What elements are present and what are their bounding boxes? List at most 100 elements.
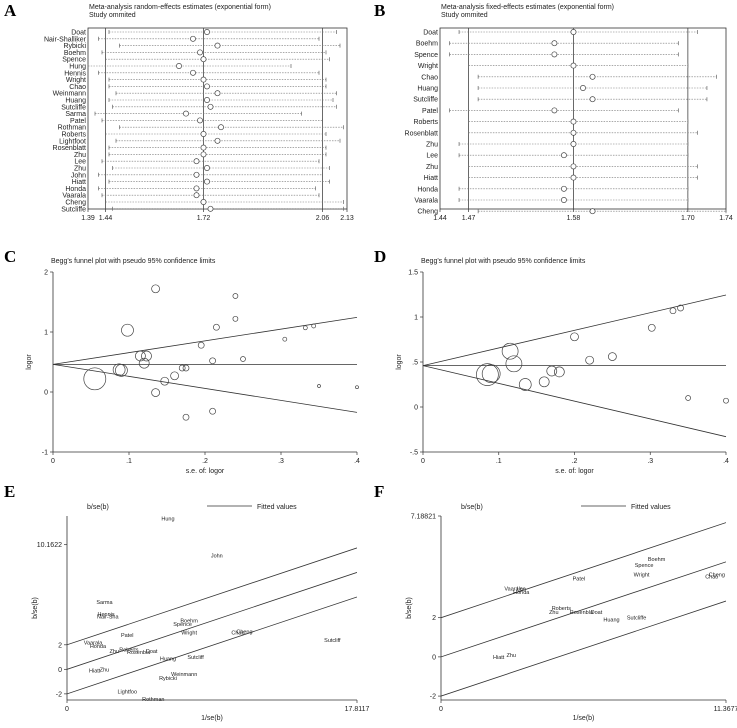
- estimate-point: [570, 29, 577, 35]
- study-label: Hennis: [64, 70, 86, 77]
- study-label: Spence: [62, 57, 86, 64]
- x-axis-label: 1/se(b): [573, 715, 595, 722]
- study-point-label: Hiatt: [89, 669, 101, 675]
- study-label: Roberts: [413, 119, 438, 126]
- estimate-point: [570, 163, 577, 170]
- x-tick-label: .3: [647, 458, 653, 465]
- x-axis-label: s.e. of: logor: [555, 468, 594, 475]
- top-axis-title: b/se(b): [461, 504, 483, 511]
- study-point-label: Rothman: [142, 697, 164, 703]
- estimate-point: [193, 171, 200, 178]
- x-tick-label: 1.58: [567, 215, 581, 222]
- study-label: Honda: [65, 186, 86, 193]
- study-point: [121, 323, 134, 337]
- study-point: [160, 376, 170, 386]
- estimate-point: [197, 117, 203, 124]
- x-tick-label: .3: [278, 458, 284, 465]
- study-point: [213, 323, 220, 331]
- study-point-label: Huang: [603, 618, 619, 624]
- panel-d: D Begg's funnel plot with pseudo 95% con…: [374, 247, 729, 475]
- y-tick-label: 2: [44, 270, 48, 277]
- study-label: Doat: [71, 30, 86, 37]
- fitted-line: [441, 561, 726, 658]
- fitted-line: [67, 572, 357, 670]
- estimate-point: [204, 97, 210, 103]
- x-tick-label: .1: [126, 458, 132, 465]
- x-tick-label: 2.06: [316, 215, 330, 222]
- study-point-label: Hung: [161, 516, 174, 522]
- study-point: [135, 350, 146, 362]
- study-label: Sutcliffe: [61, 206, 86, 213]
- study-point: [355, 385, 359, 390]
- study-point: [209, 407, 216, 415]
- x-tick-label: 1.74: [719, 215, 733, 222]
- study-label: Zhu: [426, 164, 438, 171]
- fitted-line: [67, 596, 357, 695]
- estimate-point: [204, 178, 210, 185]
- study-label: Sutcliffe: [61, 104, 86, 111]
- upper-limit-line: [422, 294, 727, 366]
- y-tick-label: -.5: [410, 450, 418, 457]
- estimate-point: [207, 103, 214, 110]
- study-point: [138, 357, 150, 369]
- panel-a: A Meta-analysis random-effects estimates…: [4, 1, 354, 222]
- x-tick-label: .4: [723, 458, 729, 465]
- study-point: [505, 355, 523, 373]
- y-tick-label: 0: [44, 390, 48, 397]
- estimate-point: [200, 199, 207, 205]
- study-point: [151, 388, 160, 397]
- estimate-point: [218, 124, 224, 131]
- study-point-label: Wright: [181, 631, 197, 637]
- estimate-point: [589, 208, 596, 215]
- study-label: Rosenblatt: [53, 145, 87, 152]
- study-point-label: Zhu: [109, 649, 118, 655]
- x-tick-label: 1.44: [433, 215, 447, 222]
- study-point-label: Doat: [591, 610, 603, 616]
- study-label: Cheng: [417, 209, 438, 216]
- estimate-point: [560, 185, 567, 192]
- y-tick-label: 2: [432, 615, 436, 622]
- study-point: [669, 307, 677, 315]
- estimate-point: [570, 62, 577, 69]
- legend-label: Fitted values: [257, 504, 297, 511]
- lower-limit-line: [422, 365, 727, 438]
- plot-title: Meta-analysis fixed-effects estimates (e…: [441, 4, 614, 11]
- y-tick-label: 10.1622: [37, 542, 62, 549]
- study-point: [585, 355, 595, 365]
- study-label: Huang: [65, 98, 86, 105]
- estimate-point: [570, 174, 577, 181]
- panel-b: B Meta-analysis fixed-effects estimates …: [374, 1, 733, 222]
- x-tick-label: 1.39: [81, 215, 95, 222]
- study-label: Lightfoot: [59, 138, 86, 145]
- panel-label-c: C: [4, 247, 16, 266]
- y-tick-label: 1: [44, 330, 48, 337]
- study-point: [647, 323, 656, 332]
- study-point-label: Chao: [705, 575, 718, 581]
- study-label: Vaarala: [414, 198, 438, 205]
- study-label: Chao: [69, 84, 86, 91]
- study-label: Honda: [417, 186, 438, 193]
- study-point-label: Zhu: [506, 653, 515, 659]
- estimate-point: [551, 51, 558, 58]
- panel-e: E b/se(b) Fitted values -2 0 2 10.1622 0 17.811…: [4, 482, 369, 722]
- estimate-point: [190, 69, 196, 76]
- study-label: Lee: [74, 159, 86, 166]
- y-axis-label: b/se(b): [406, 597, 413, 619]
- study-point: [311, 323, 317, 329]
- estimate-point: [193, 158, 200, 165]
- study-label: Nair-Shalliker: [44, 36, 87, 43]
- estimate-point: [214, 90, 221, 97]
- study-point-label: Spence: [173, 622, 192, 628]
- study-label: Patel: [70, 118, 86, 125]
- panel-label-a: A: [4, 1, 17, 20]
- y-tick-label: 1: [414, 315, 418, 322]
- x-tick-label: 11.3677: [714, 706, 737, 713]
- study-point-label: Honda: [90, 644, 107, 650]
- x-tick-label: .2: [202, 458, 208, 465]
- study-point-label: Chao: [231, 631, 244, 637]
- study-point-label: Patel: [573, 576, 586, 582]
- study-point-label: Hiatt: [493, 655, 505, 661]
- study-point-label: Sutcliffe: [627, 616, 646, 622]
- study-label: Sutcliffe: [413, 97, 438, 104]
